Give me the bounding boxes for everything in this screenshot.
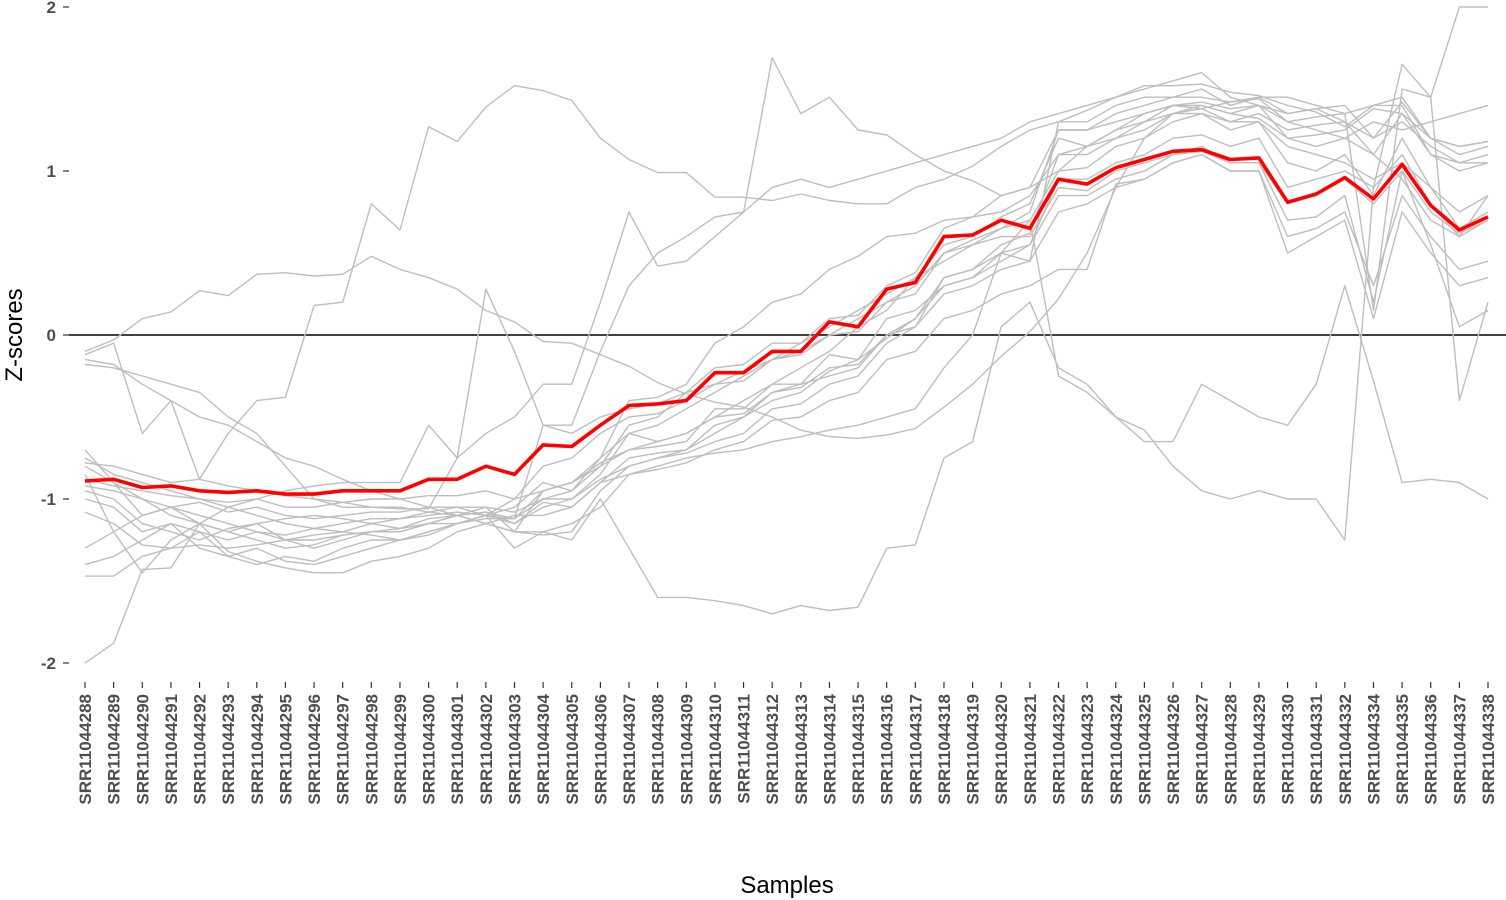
background-series-layer <box>84 6 1489 664</box>
y-tick-label: 1 <box>47 162 56 181</box>
x-tick-label: SRR11044298 <box>362 694 381 805</box>
x-tick-label: SRR11044315 <box>849 694 868 805</box>
x-tick-label: SRR11044293 <box>219 694 238 805</box>
background-series-line <box>84 285 1489 615</box>
background-series-line <box>85 107 1489 577</box>
x-tick-label: SRR11044307 <box>620 694 639 805</box>
x-tick-label: SRR11044331 <box>1307 694 1326 805</box>
x-tick-label: SRR11044317 <box>906 694 925 805</box>
x-tick-label: SRR11044336 <box>1422 694 1441 805</box>
x-tick-label: SRR11044337 <box>1450 694 1469 805</box>
x-tick-label: SRR11044300 <box>420 694 439 805</box>
x-tick-label: SRR11044302 <box>477 694 496 805</box>
x-tick-label: SRR11044310 <box>706 694 725 805</box>
highlight-series-line <box>84 147 1489 496</box>
background-series-line <box>84 150 1489 508</box>
x-tick-label: SRR11044328 <box>1221 694 1240 805</box>
y-axis: -2 -1 0 1 2 <box>41 0 69 673</box>
x-tick-label: SRR11044297 <box>334 694 353 805</box>
background-series-line <box>84 104 1489 439</box>
x-tick-label: SRR11044338 <box>1479 694 1498 805</box>
x-tick-label: SRR11044288 <box>76 694 95 805</box>
x-tick-label: SRR11044323 <box>1078 694 1097 805</box>
x-tick-label: SRR11044309 <box>677 694 696 805</box>
highlight-series-layer <box>84 147 1489 496</box>
x-tick-label: SRR11044301 <box>448 694 467 805</box>
background-series-line <box>84 83 1489 480</box>
y-axis-title: Z-scores <box>1 288 28 381</box>
x-tick-label: SRR11044295 <box>276 694 295 805</box>
x-tick-label: SRR11044299 <box>391 694 410 805</box>
x-tick-label: SRR11044326 <box>1164 694 1183 805</box>
background-series-line <box>84 57 1488 510</box>
x-tick-label: SRR11044325 <box>1135 694 1154 805</box>
x-tick-label: SRR11044316 <box>878 694 897 805</box>
x-tick-label: SRR11044304 <box>534 693 553 804</box>
x-tick-label: SRR11044335 <box>1393 694 1412 805</box>
x-tick-label: SRR11044332 <box>1336 694 1355 805</box>
x-tick-label: SRR11044308 <box>649 694 668 805</box>
y-tick-label: 0 <box>47 326 56 345</box>
background-series-line <box>84 153 1489 566</box>
x-tick-label: SRR11044303 <box>506 694 525 805</box>
x-tick-label: SRR11044292 <box>191 694 210 805</box>
x-tick-label: SRR11044319 <box>964 694 983 805</box>
background-series-line <box>84 96 1489 520</box>
background-series-line <box>84 112 1489 520</box>
x-axis-title: Samples <box>740 872 833 899</box>
x-tick-label: SRR11044322 <box>1050 694 1069 805</box>
x-axis: SRR11044288 SRR11044289 SRR11044290 SRR1104… <box>76 682 1498 805</box>
x-tick-label: SRR11044327 <box>1193 694 1212 805</box>
x-tick-label: SRR11044290 <box>133 694 152 805</box>
background-series-line <box>84 112 1489 549</box>
x-tick-label: SRR11044291 <box>162 694 181 805</box>
y-tick-label: 2 <box>47 0 56 17</box>
background-series-line <box>84 153 1489 530</box>
background-series-line <box>84 71 1489 664</box>
y-tick-label: -1 <box>41 490 56 509</box>
x-tick-label: SRR11044289 <box>105 694 124 805</box>
background-series-line <box>84 63 1489 549</box>
x-tick-label: SRR11044312 <box>763 694 782 805</box>
x-tick-label: SRR11044311 <box>735 694 754 804</box>
x-tick-label: SRR11044329 <box>1250 694 1269 805</box>
x-tick-label: SRR11044313 <box>792 694 811 805</box>
x-tick-label: SRR11044334 <box>1365 693 1384 804</box>
x-tick-label: SRR11044318 <box>935 694 954 805</box>
y-tick-label: -2 <box>41 654 56 673</box>
x-tick-label: SRR11044330 <box>1279 694 1298 805</box>
x-tick-label: SRR11044314 <box>820 693 839 804</box>
x-tick-label: SRR11044321 <box>1021 694 1040 805</box>
x-tick-label: SRR11044324 <box>1107 693 1126 804</box>
x-tick-label: SRR11044294 <box>248 693 267 804</box>
background-series-line <box>84 134 1489 574</box>
x-tick-label: SRR11044306 <box>591 694 610 805</box>
background-series-line <box>84 145 1489 549</box>
background-series-line <box>84 6 1488 566</box>
x-tick-label: SRR11044305 <box>563 694 582 805</box>
x-tick-label: SRR11044296 <box>305 694 324 805</box>
background-series-line <box>84 101 1489 541</box>
x-tick-label: SRR11044320 <box>992 694 1011 805</box>
